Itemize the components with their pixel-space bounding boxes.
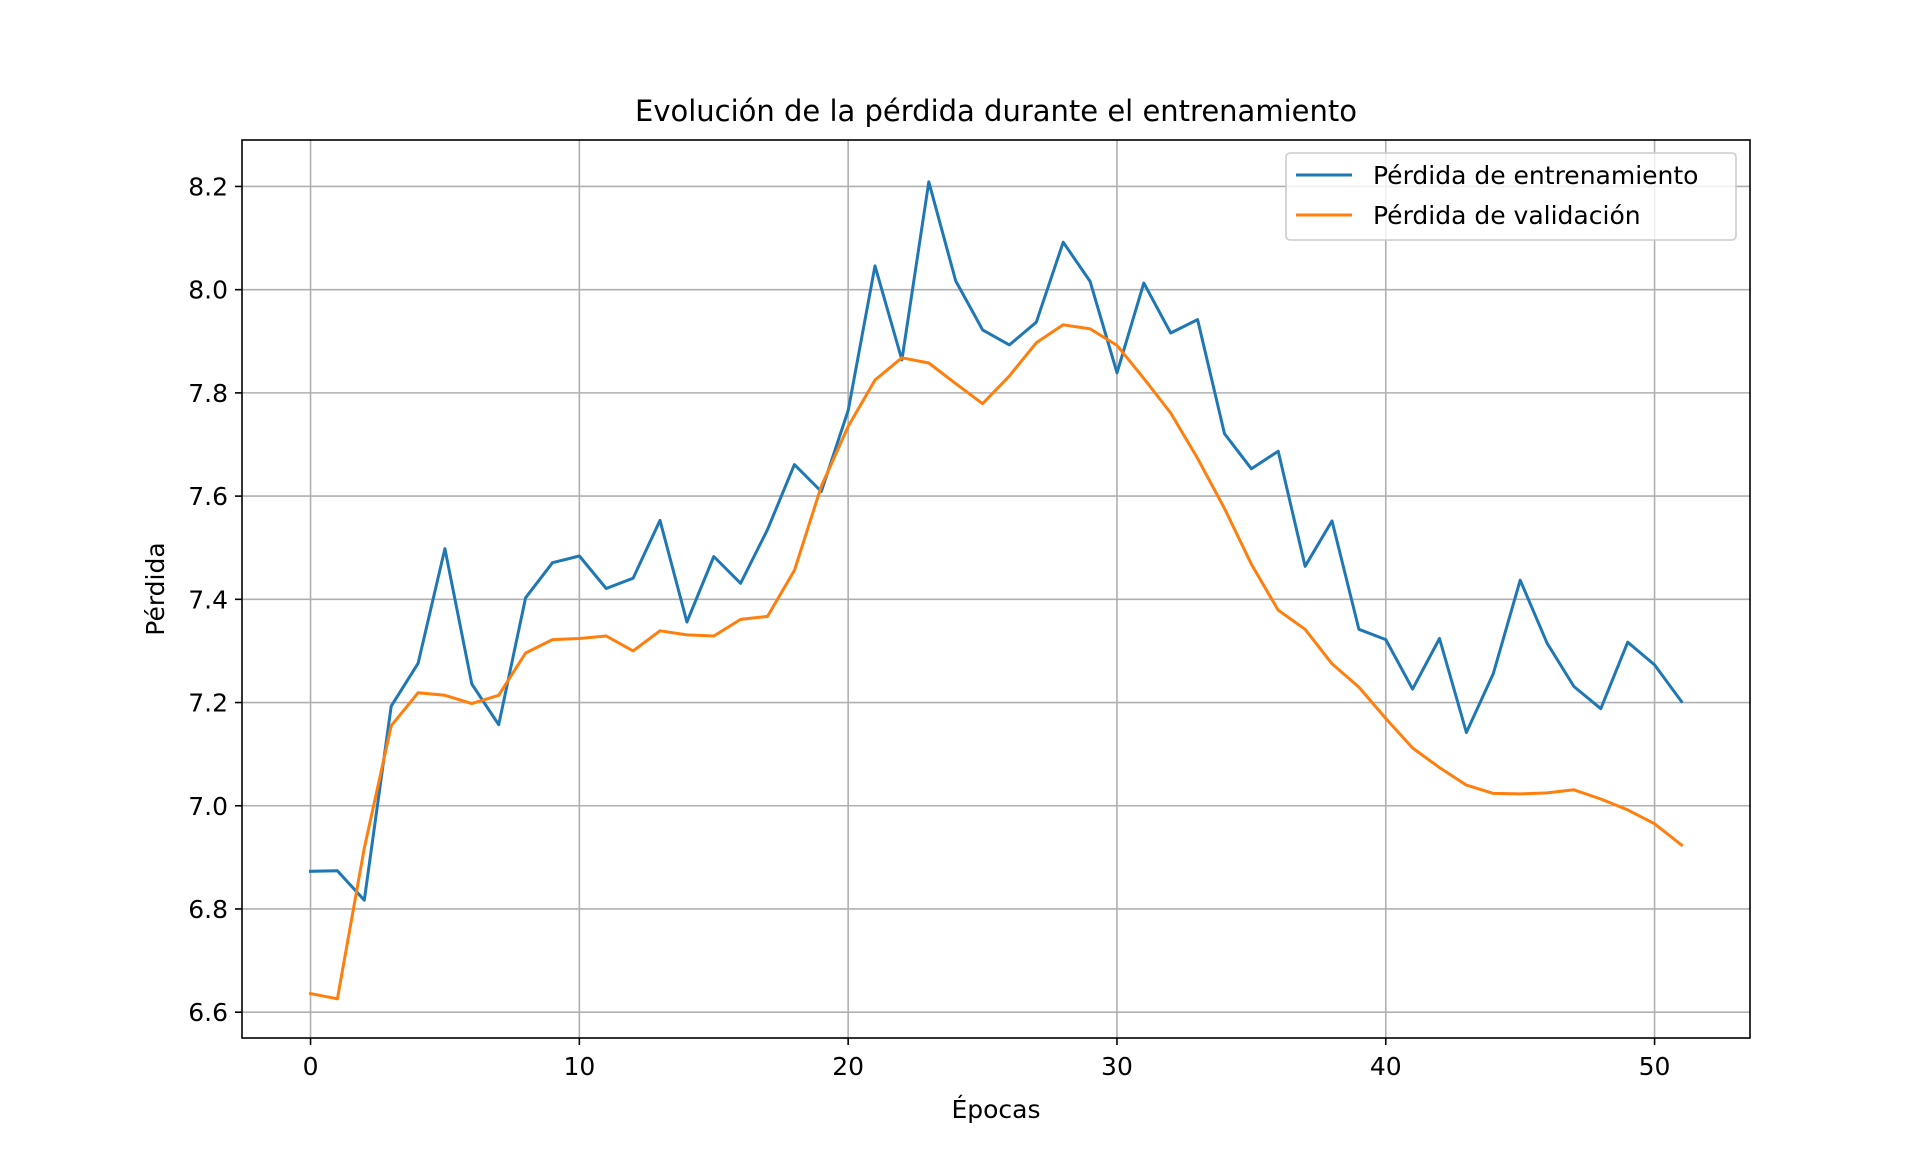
x-axis-title: Épocas	[951, 1095, 1040, 1124]
x-tick-label: 0	[303, 1052, 319, 1081]
y-tick-label: 8.0	[188, 276, 228, 305]
x-tick-label: 10	[563, 1052, 595, 1081]
chart-title: Evolución de la pérdida durante el entre…	[635, 94, 1357, 128]
x-tick-label: 30	[1101, 1052, 1133, 1081]
legend-label-0: Pérdida de entrenamiento	[1373, 161, 1698, 190]
series-lines	[308, 180, 1684, 1001]
y-axis: 6.6 6.8 7.0 7.2 7.4 7.6 7.8 8.0 8.2	[188, 172, 242, 1027]
x-axis: 0 10 20 30 40 50	[303, 1038, 1671, 1081]
x-tick-label: 20	[832, 1052, 864, 1081]
y-tick-label: 7.6	[188, 482, 228, 511]
plot-frame	[241, 139, 1751, 1039]
legend-label-1: Pérdida de validación	[1373, 201, 1641, 230]
y-tick-label: 7.8	[188, 379, 228, 408]
y-tick-label: 6.6	[188, 998, 228, 1027]
y-tick-label: 7.0	[188, 792, 228, 821]
y-tick-label: 7.4	[188, 585, 228, 614]
y-tick-label: 7.2	[188, 689, 228, 718]
legend-box	[1285, 152, 1737, 241]
y-tick-label: 8.2	[188, 172, 228, 201]
grid	[242, 140, 1750, 1038]
series-line-1	[308, 323, 1684, 1001]
legend: Pérdida de entrenamiento Pérdida de valid…	[1285, 152, 1737, 241]
x-tick-label: 50	[1639, 1052, 1671, 1081]
series-line-0	[308, 180, 1684, 902]
x-tick-label: 40	[1370, 1052, 1402, 1081]
y-axis-title: Pérdida	[141, 542, 170, 635]
y-tick-label: 6.8	[188, 895, 228, 924]
